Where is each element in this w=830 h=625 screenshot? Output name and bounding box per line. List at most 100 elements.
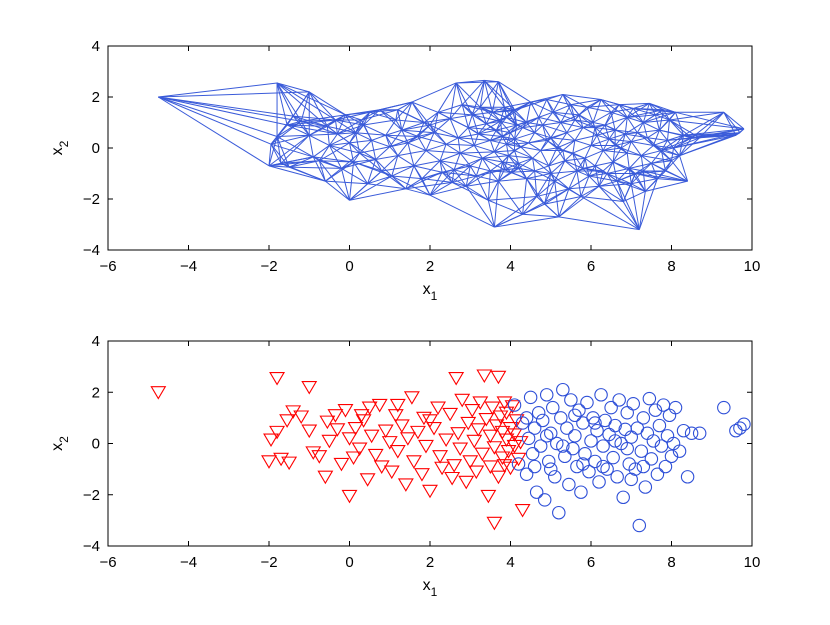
graph-edge — [574, 139, 592, 146]
graph-edge — [318, 145, 330, 162]
graph-edge — [510, 162, 519, 173]
graph-edge — [615, 141, 632, 146]
graph-edge — [337, 119, 362, 135]
x-tick-label: 6 — [587, 258, 595, 275]
graph-edge — [590, 134, 598, 146]
graph-edge — [502, 136, 521, 148]
graph-edge — [570, 99, 602, 106]
graph-edge — [335, 119, 356, 134]
circle-point — [612, 393, 626, 407]
graph-edge — [312, 156, 326, 182]
x-tick-label: −6 — [99, 258, 116, 275]
circle-point — [578, 446, 592, 461]
triangle-point — [393, 419, 410, 433]
graph-edge — [286, 124, 310, 136]
graph-edge — [308, 91, 346, 116]
graph-edge — [411, 101, 439, 113]
graph-edge — [550, 137, 564, 151]
graph-edge — [270, 143, 314, 158]
graph-edge — [457, 127, 469, 139]
graph-edge — [391, 175, 431, 196]
graph-edge — [455, 82, 463, 105]
graph-edge — [353, 161, 369, 184]
triangle-point — [482, 429, 499, 444]
graph-edge — [582, 127, 598, 136]
graph-edge — [596, 129, 616, 136]
graph-edge — [641, 150, 662, 157]
graph-edge — [276, 82, 288, 126]
graph-edge — [661, 137, 692, 152]
circle-point — [608, 434, 622, 448]
graph-edge — [505, 144, 509, 156]
graph-edge — [449, 82, 457, 119]
graph-edge — [538, 116, 561, 123]
graph-edge — [468, 123, 487, 129]
graph-edge — [482, 157, 503, 163]
graph-edge — [594, 150, 604, 167]
circle-point — [676, 423, 691, 438]
graph-edge — [276, 136, 282, 164]
circle-point — [550, 436, 564, 451]
circle-point — [648, 403, 663, 417]
triangle-point — [490, 470, 507, 485]
y-tick-label: 0 — [92, 436, 100, 453]
graph-edge — [429, 124, 459, 139]
graph-edge — [355, 132, 361, 154]
graph-edge — [532, 157, 552, 174]
graph-edge — [504, 167, 519, 171]
circle-point — [664, 449, 679, 464]
graph-edge — [624, 133, 632, 142]
graph-edge — [659, 111, 676, 131]
triangle-point — [494, 425, 511, 440]
graph-edge — [325, 161, 354, 182]
triangle-point — [347, 421, 364, 436]
graph-edge — [482, 155, 509, 159]
graph-edge — [300, 120, 310, 136]
graph-edge — [329, 132, 356, 146]
graph-edge — [602, 170, 618, 182]
graph-edge — [375, 159, 383, 172]
triangle-point — [442, 407, 459, 422]
graph-edge — [603, 150, 628, 154]
graph-edge — [288, 156, 314, 168]
graph-edge — [459, 145, 475, 154]
triangle-point — [319, 415, 336, 430]
graph-edge — [620, 133, 626, 149]
graph-edge — [506, 116, 527, 123]
triangle-point — [333, 457, 350, 472]
graph-edge — [580, 195, 624, 203]
graph-edge — [604, 124, 610, 140]
triangle-point — [397, 478, 414, 492]
x-tick-label: −4 — [180, 554, 197, 571]
graph-edge — [654, 114, 660, 131]
graph-edge — [616, 180, 640, 230]
graph-edge — [353, 152, 360, 163]
graph-edge — [475, 158, 483, 177]
x-tick-label: 0 — [345, 554, 353, 571]
graph-edge — [550, 160, 566, 174]
graph-edge — [564, 152, 574, 162]
graph-edge — [287, 119, 336, 126]
graph-edge — [385, 134, 418, 138]
graph-edge — [576, 170, 590, 177]
triangle-point — [405, 455, 422, 469]
graph-edge — [667, 134, 684, 141]
graph-edge — [334, 119, 338, 135]
graph-edge — [474, 144, 495, 153]
y-tick-label: 2 — [92, 384, 100, 401]
graph-edge — [379, 109, 397, 121]
graph-edge — [608, 133, 626, 140]
graph-edge — [417, 136, 447, 145]
x-tick-label: 10 — [744, 554, 761, 571]
graph-edge — [638, 191, 646, 230]
graph-edge — [615, 129, 638, 134]
graph-edge — [574, 127, 584, 141]
circle-point — [515, 416, 530, 430]
graph-edge — [375, 155, 398, 160]
graph-edge — [391, 155, 399, 177]
graph-edge — [562, 139, 576, 151]
graph-edge — [395, 101, 413, 121]
triangle-point — [434, 461, 451, 476]
graph-edge — [562, 94, 576, 121]
graph-edge — [544, 195, 582, 205]
